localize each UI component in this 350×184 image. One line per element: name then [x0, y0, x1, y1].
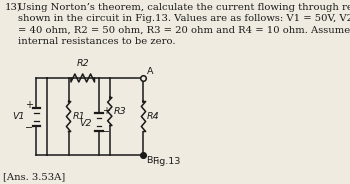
Text: R1: R1	[72, 112, 85, 121]
Text: V1: V1	[12, 112, 25, 121]
Text: V2: V2	[79, 119, 92, 128]
Text: [Ans. 3.53A]: [Ans. 3.53A]	[3, 172, 65, 181]
Text: Using Norton’s theorem, calculate the current flowing through resistance R4 as
s: Using Norton’s theorem, calculate the cu…	[18, 3, 350, 46]
Text: −: −	[102, 128, 110, 137]
Text: +: +	[102, 105, 110, 116]
Text: 13): 13)	[4, 3, 21, 12]
Text: R4: R4	[147, 112, 160, 121]
Text: B: B	[146, 156, 152, 165]
Text: A: A	[147, 67, 153, 76]
Text: R2: R2	[76, 59, 89, 68]
Text: Fig.13: Fig.13	[153, 157, 181, 166]
Text: +: +	[26, 100, 34, 111]
Text: R3: R3	[113, 107, 126, 116]
Text: −: −	[26, 123, 34, 132]
